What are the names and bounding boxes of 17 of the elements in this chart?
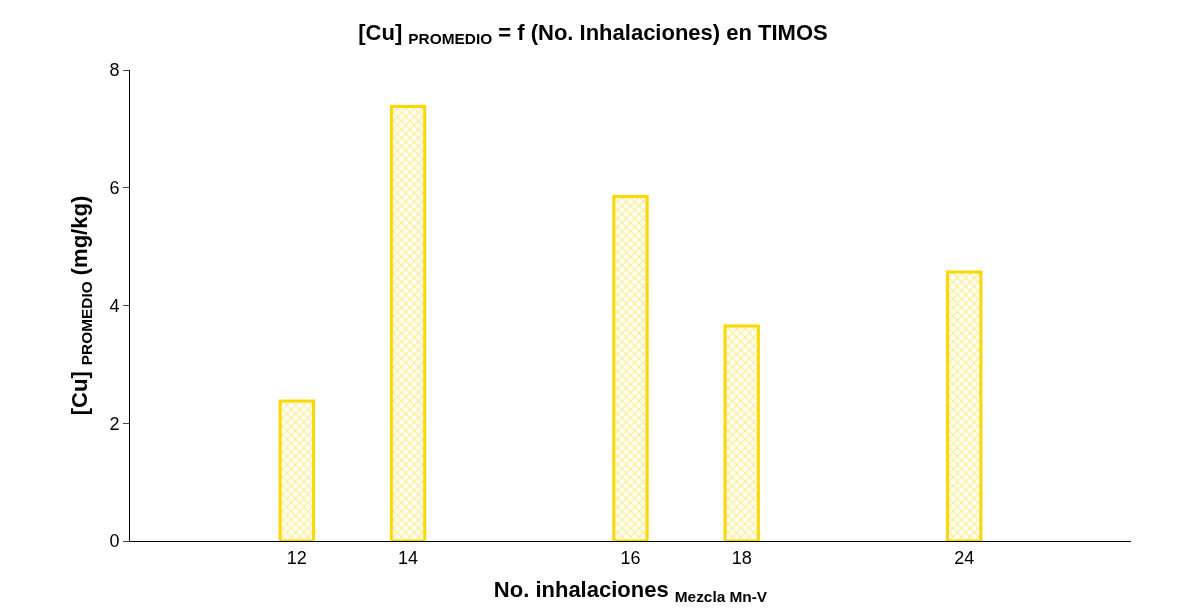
x-axis-title: No. inhalaciones $_{Mezcla Mn-V}$ [493, 577, 768, 606]
bar [945, 270, 983, 541]
chart-title: [Cu] $_{PROMEDIO}$ = f (No. Inhalaciones) en TIMOS [358, 19, 828, 48]
x-tick-label: 14 [398, 547, 419, 568]
bar [278, 399, 316, 541]
x-tick-label: 24 [954, 547, 975, 568]
y-tick-label: 2 [109, 413, 120, 434]
x-tick-label: 18 [731, 547, 752, 568]
y-tick-label: 4 [109, 295, 120, 316]
bar [389, 105, 427, 541]
y-tick-label: 0 [109, 531, 120, 552]
x-tick-label: 16 [620, 547, 641, 568]
y-tick-label: 6 [109, 178, 120, 199]
x-tick-label: 12 [286, 547, 307, 568]
y-tick-label: 8 [109, 60, 120, 81]
bar [612, 195, 649, 541]
bar [723, 324, 760, 541]
